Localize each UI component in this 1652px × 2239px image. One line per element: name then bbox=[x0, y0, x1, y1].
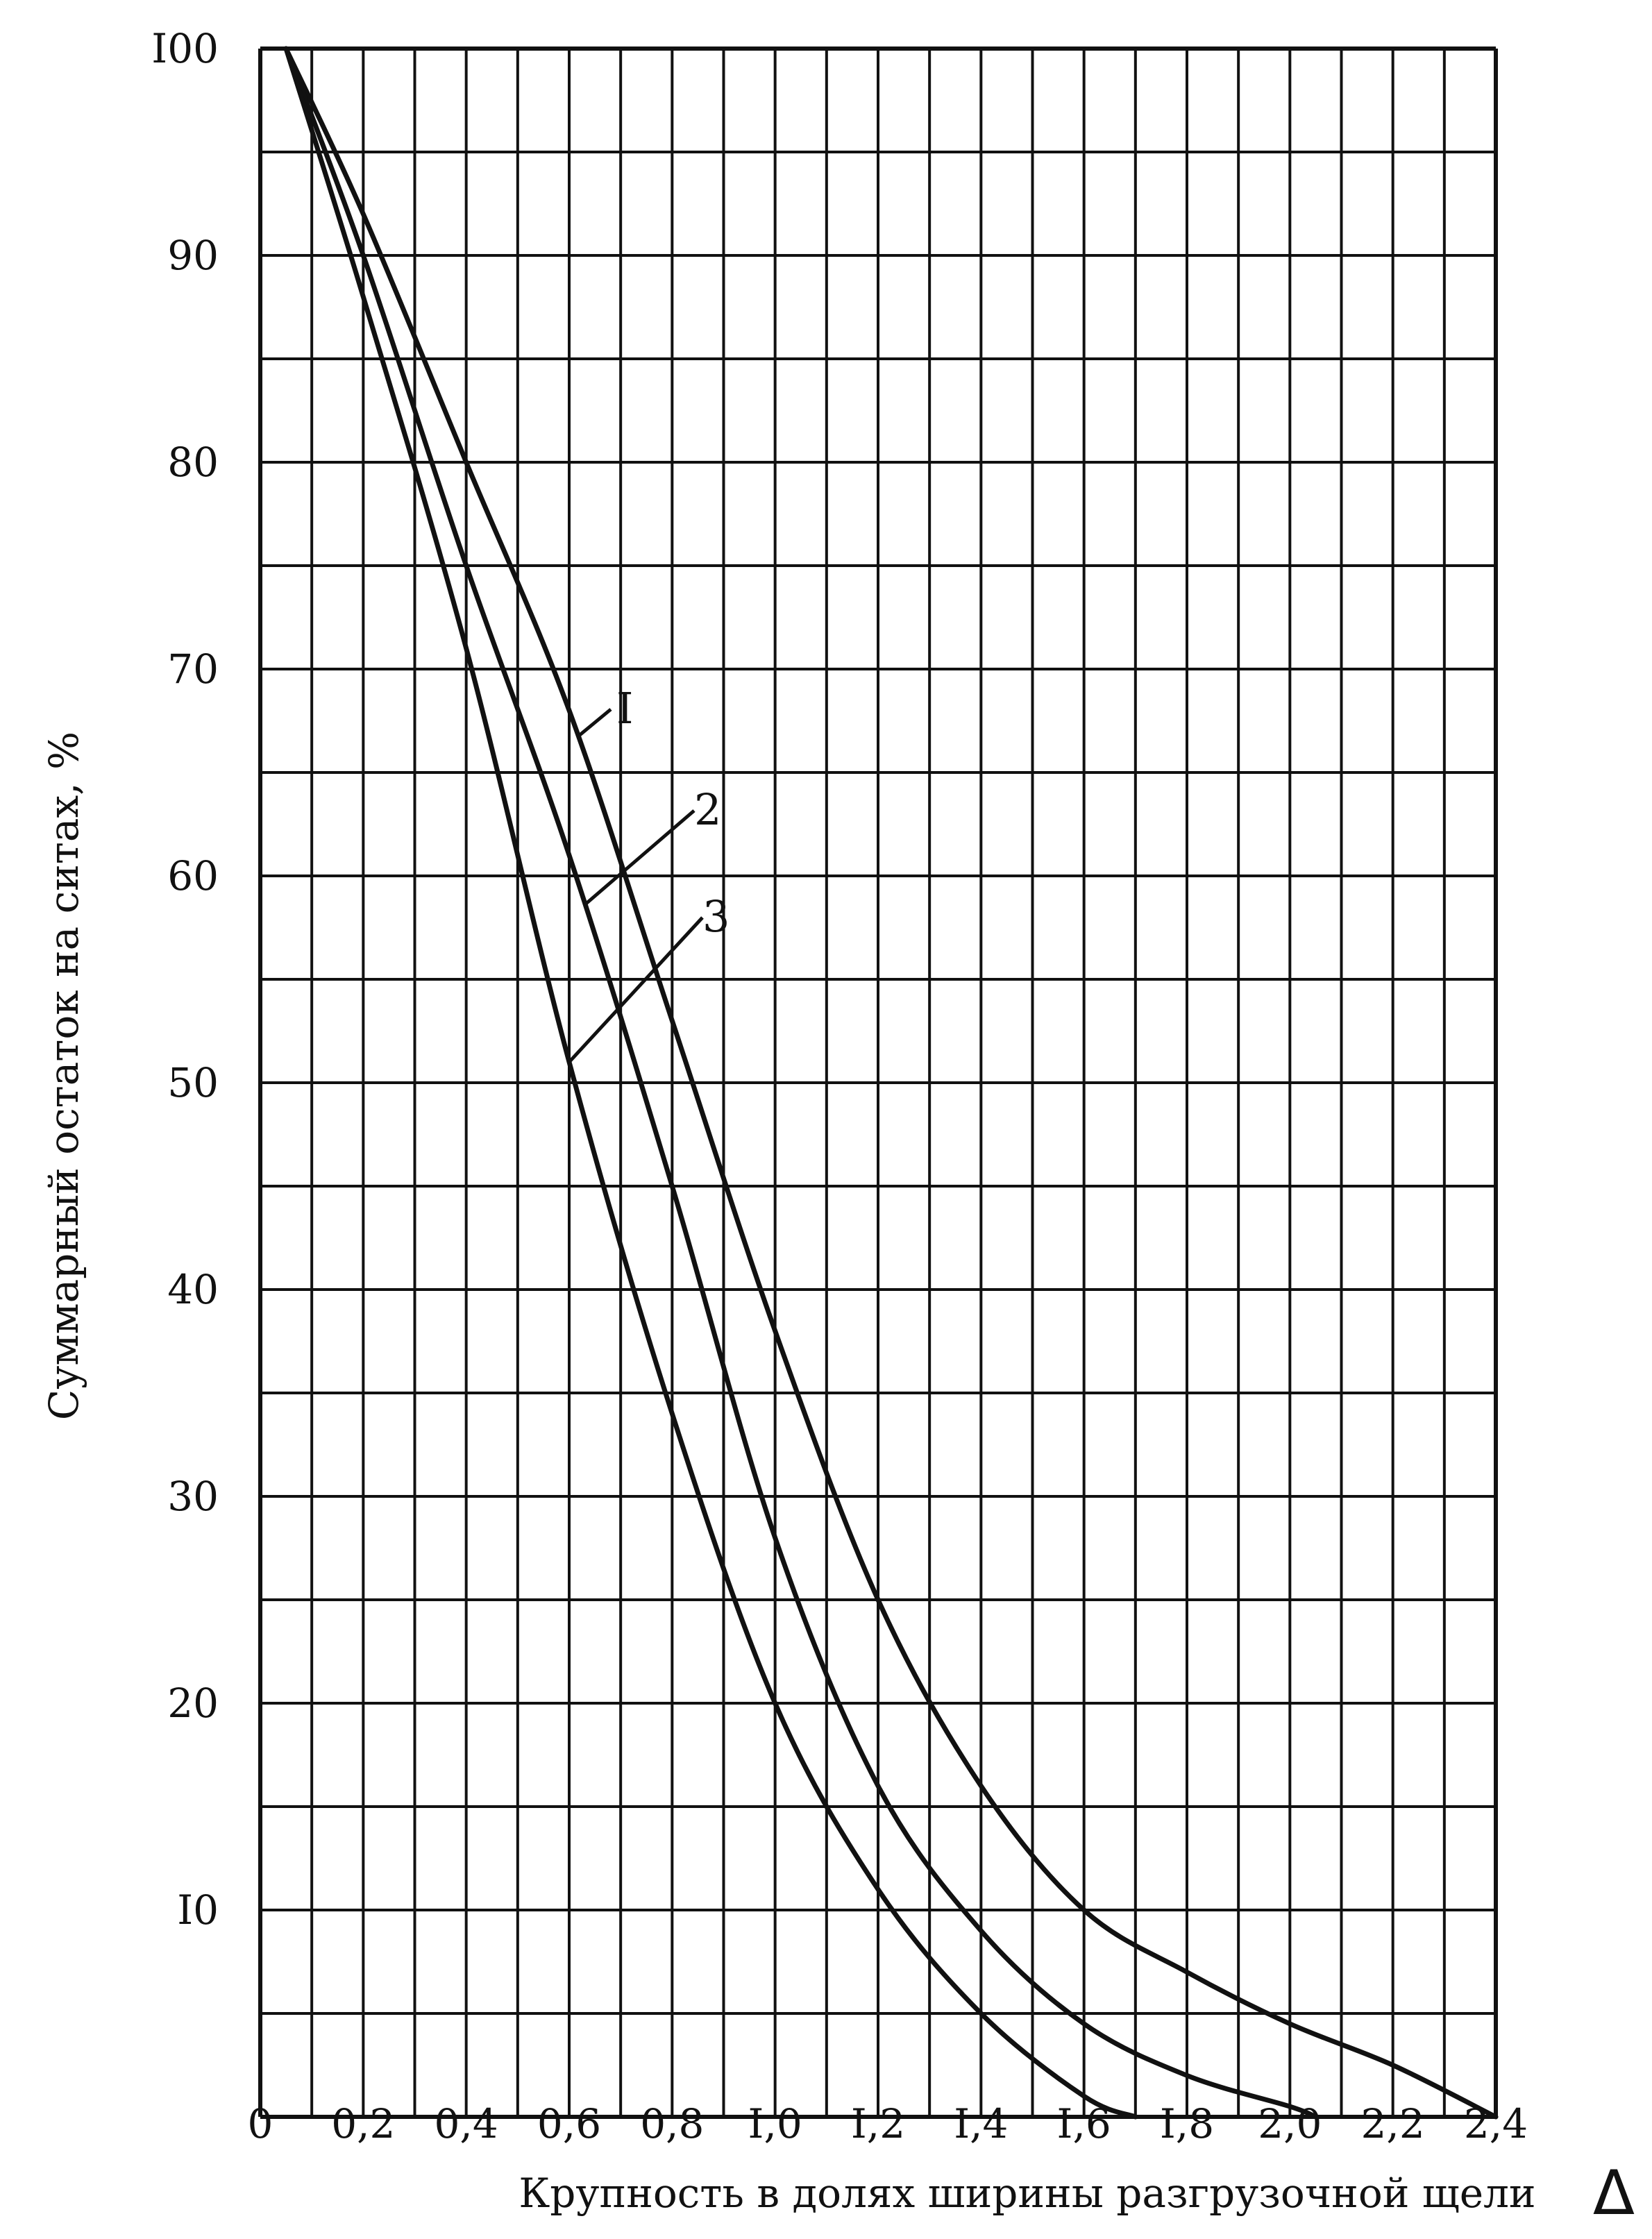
x-tick-labels: 0 0,2 0,4 0,6 0,8 I,0 I,2 I,4 I,6 I,8 2,0 2,2 2,4 bbox=[248, 2100, 1528, 2147]
x-tick-label: 2,4 bbox=[1464, 2100, 1528, 2147]
x-tick-label: 0,6 bbox=[537, 2100, 601, 2147]
y-tick-label: 80 bbox=[167, 439, 219, 486]
y-tick-label: 20 bbox=[167, 1680, 219, 1727]
y-tick-label: 30 bbox=[167, 1473, 219, 1520]
leader-line bbox=[583, 809, 696, 906]
x-tick-label: 0,4 bbox=[435, 2100, 498, 2147]
x-axis-symbol: Δ bbox=[1593, 2157, 1635, 2229]
x-tick-label: I,2 bbox=[851, 2100, 905, 2147]
y-tick-labels: I00 90 80 70 60 50 40 30 20 I0 bbox=[151, 25, 219, 1934]
y-tick-label: I0 bbox=[177, 1886, 219, 1934]
curve-label: 2 bbox=[694, 784, 721, 835]
y-tick-label: 50 bbox=[167, 1059, 219, 1106]
label-leaders: I 2 3 bbox=[568, 683, 730, 1063]
y-tick-label: I00 bbox=[151, 25, 219, 72]
leader-line bbox=[568, 916, 704, 1063]
curve-2 bbox=[283, 46, 1318, 2120]
x-tick-label: 2,2 bbox=[1361, 2100, 1425, 2147]
y-tick-label: 60 bbox=[167, 852, 219, 899]
x-tick-label: I,6 bbox=[1057, 2100, 1111, 2147]
chart-grid bbox=[258, 47, 1498, 2119]
y-tick-label: 70 bbox=[167, 645, 219, 693]
curve-3 bbox=[283, 46, 1138, 2120]
curve-I bbox=[283, 46, 1499, 2120]
x-tick-label: 0,2 bbox=[331, 2100, 395, 2147]
x-tick-label: I,4 bbox=[954, 2100, 1008, 2147]
x-axis-label: Крупность в долях ширины разгрузочной ще… bbox=[519, 2170, 1535, 2217]
curve-label: I bbox=[616, 683, 634, 734]
x-tick-label: 0 bbox=[248, 2100, 273, 2147]
y-tick-label: 90 bbox=[167, 232, 219, 279]
chart-curves bbox=[283, 46, 1499, 2120]
y-tick-label: 40 bbox=[167, 1266, 219, 1313]
curve-label: 3 bbox=[702, 891, 730, 942]
leader-line bbox=[578, 708, 612, 737]
y-axis-label: Суммарный остаток на ситах, % bbox=[40, 732, 87, 1420]
x-tick-label: I,8 bbox=[1160, 2100, 1214, 2147]
x-tick-label: I,0 bbox=[748, 2100, 802, 2147]
x-tick-label: 2,0 bbox=[1258, 2100, 1322, 2147]
x-tick-label: 0,8 bbox=[640, 2100, 704, 2147]
